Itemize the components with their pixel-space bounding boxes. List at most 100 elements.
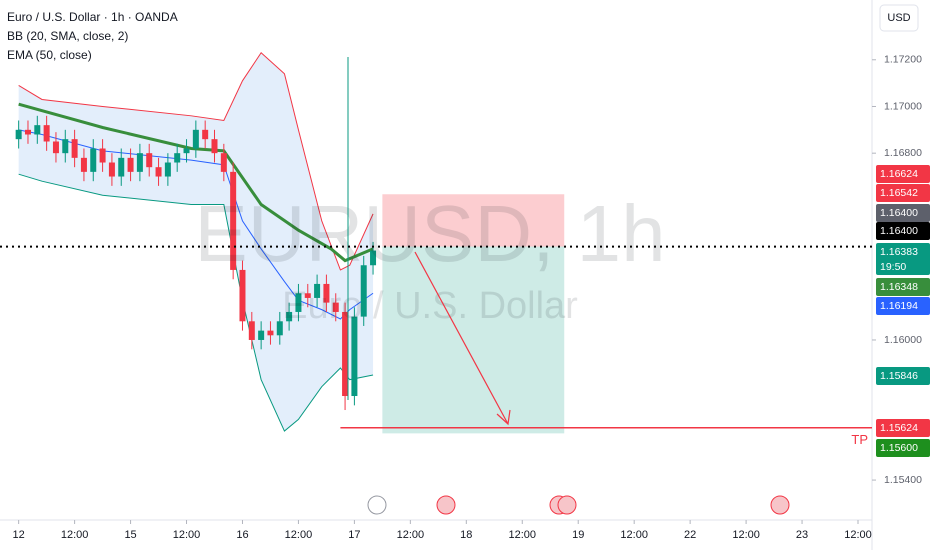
candle-body [52, 141, 59, 154]
candle-body [174, 153, 181, 163]
candle-body [351, 316, 358, 397]
x-tick-label: 12:00 [620, 529, 648, 541]
candle-body [192, 129, 199, 149]
stop-zone [382, 194, 565, 247]
price-label-text: 1.15846 [880, 370, 918, 382]
x-tick-label: 12:00 [173, 529, 201, 541]
price-label [876, 204, 930, 222]
x-tick-label: 12 [13, 529, 25, 541]
candle-body [146, 153, 153, 168]
plot-area [15, 52, 565, 434]
candle-body [43, 125, 50, 142]
price-label [876, 243, 930, 275]
watermark-name: Euro / U.S. Dollar [282, 285, 578, 327]
candle-body [118, 157, 125, 177]
y-tick-label: 1.17000 [884, 100, 922, 112]
event-icon[interactable] [367, 495, 387, 515]
x-tick-label: 18 [460, 529, 472, 541]
x-tick-label: 23 [796, 529, 808, 541]
candle-body [323, 283, 330, 303]
target-zone [382, 246, 565, 434]
candle-body [342, 311, 349, 397]
price-label [876, 165, 930, 183]
candle-body [267, 330, 274, 336]
candle-body [360, 265, 367, 317]
x-tick-label: 15 [124, 529, 136, 541]
price-label [876, 278, 930, 296]
candle-body [71, 139, 78, 158]
candle-body [314, 283, 321, 298]
candle-body [80, 157, 87, 172]
x-tick-label: 12:00 [844, 529, 872, 541]
countdown: 19:50 [880, 261, 906, 273]
indicator-line [18, 173, 374, 432]
event-icon[interactable] [770, 495, 790, 515]
indicator-line [18, 52, 374, 271]
x-tick-label: 12:00 [732, 529, 760, 541]
candle-body [24, 129, 31, 135]
candle-body [220, 153, 227, 172]
price-label-text: 1.16624 [880, 168, 918, 180]
y-tick-label: 1.16000 [884, 334, 922, 346]
candle-body [183, 148, 190, 154]
price-label-text: 1.15600 [880, 442, 918, 454]
candle-body [239, 269, 246, 322]
event-icon[interactable] [436, 495, 456, 515]
x-tick-label: 12:00 [397, 529, 425, 541]
candle-body [258, 330, 265, 340]
x-tick-label: 17 [348, 529, 360, 541]
candle-body [248, 321, 255, 340]
candle-body [108, 162, 115, 177]
candle-body [127, 157, 134, 172]
y-tick-label: 1.16800 [884, 147, 922, 159]
x-tick-label: 22 [684, 529, 696, 541]
arrow-head [496, 409, 511, 426]
candle-body [295, 293, 302, 312]
currency[interactable]: USD [887, 12, 910, 24]
price-label [876, 184, 930, 202]
candle-body [276, 321, 283, 336]
arrow [414, 251, 509, 425]
symbol-title: Euro / U.S. Dollar · 1h · OANDA [7, 10, 178, 24]
watermark-symbol: EURUSD, 1h [194, 189, 665, 278]
candle-body [164, 162, 171, 177]
candle-body [15, 129, 22, 140]
x-tick-label: 16 [236, 529, 248, 541]
candle-body [62, 139, 69, 154]
candle-body [286, 311, 293, 322]
x-tick-label: 19 [572, 529, 584, 541]
x-tick-label: 12:00 [509, 529, 537, 541]
price-label-text: 1.15624 [880, 422, 918, 434]
currency-button[interactable] [879, 4, 919, 32]
event-icon[interactable] [557, 495, 577, 515]
candle-body [34, 125, 41, 135]
bb-indicator: BB (20, SMA, close, 2) [7, 29, 128, 43]
price-label [876, 367, 930, 385]
tp-label: TP [851, 432, 868, 447]
x-tick-label: 12:00 [285, 529, 313, 541]
price-label [876, 419, 930, 437]
candle-body [155, 167, 162, 177]
price-label-text: 1.16400 [880, 207, 918, 219]
price-label-text: 1.16194 [880, 300, 918, 312]
event-icons [367, 495, 790, 515]
y-tick-label: 1.17200 [884, 54, 922, 66]
candle-body [211, 139, 218, 154]
candle-body [202, 129, 209, 140]
band-fill [18, 52, 374, 432]
candle-body [370, 250, 377, 266]
candle-body [136, 153, 143, 172]
indicator-line [18, 102, 374, 263]
candle-body [304, 293, 311, 298]
candle-body [230, 171, 237, 270]
candle-body [332, 302, 339, 312]
price-label-text: 1.16383 [880, 246, 918, 258]
price-label-text: 1.16542 [880, 187, 918, 199]
price-label-text: 1.16400 [880, 225, 918, 237]
price-label [876, 297, 930, 315]
price-label-text: 1.16348 [880, 281, 918, 293]
x-tick-label: 12:00 [61, 529, 89, 541]
price-label [876, 439, 930, 457]
